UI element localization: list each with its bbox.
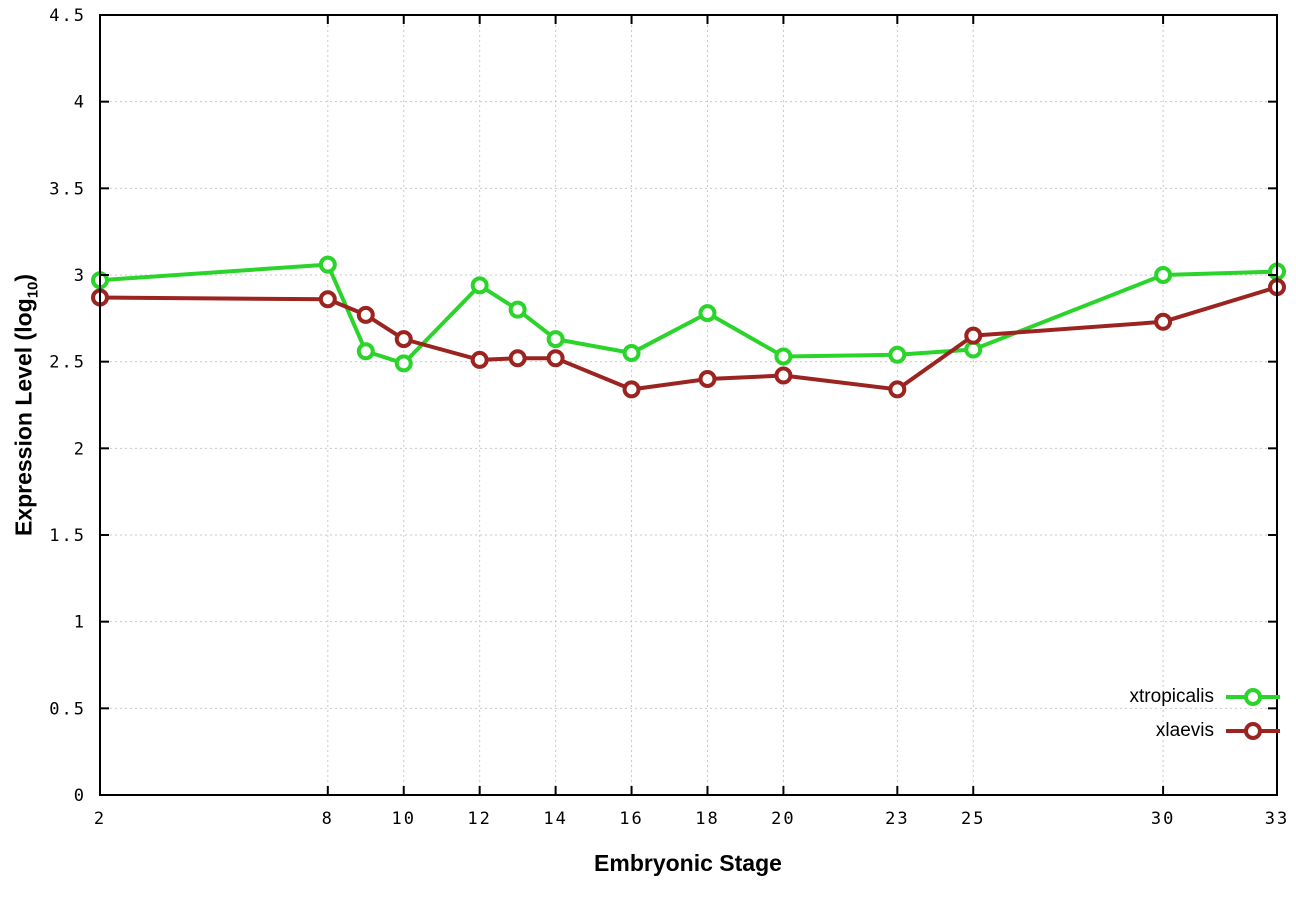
- x-tick-label: 2: [94, 809, 106, 829]
- data-marker-xtropicalis: [774, 347, 793, 366]
- data-marker-xlaevis: [356, 305, 375, 324]
- legend-item-xtropicalis: xtropicalis: [1130, 684, 1282, 710]
- data-marker-xlaevis: [1154, 312, 1173, 331]
- x-tick-label: 10: [391, 809, 415, 829]
- data-marker-xtropicalis: [546, 330, 565, 349]
- data-marker-xtropicalis: [318, 255, 337, 274]
- legend-label-xlaevis: xlaevis: [1155, 720, 1214, 741]
- data-marker-xtropicalis: [508, 300, 527, 319]
- data-marker-xlaevis: [394, 330, 413, 349]
- data-marker-xtropicalis: [470, 276, 489, 295]
- data-marker-xlaevis: [546, 349, 565, 368]
- legend-swatch-xlaevis: [1226, 722, 1280, 740]
- series-line-xtropicalis: [99, 262, 1278, 366]
- data-marker-xtropicalis: [1154, 266, 1173, 284]
- y-tick-label: 1.5: [49, 526, 86, 546]
- data-marker-xlaevis: [964, 326, 983, 345]
- y-tick-label: 2: [74, 439, 86, 459]
- y-axis-title-subscript: 10: [24, 281, 42, 299]
- y-tick-label: 1: [74, 613, 86, 633]
- legend-item-xlaevis: xlaevis: [1130, 718, 1282, 744]
- y-tick-label: 3: [74, 266, 86, 286]
- data-marker-xtropicalis: [888, 345, 907, 364]
- data-marker-xlaevis: [698, 370, 717, 388]
- x-tick-label: 12: [467, 809, 491, 829]
- data-marker-xlaevis: [622, 380, 641, 399]
- y-tick-label: 0.5: [49, 699, 86, 719]
- x-tick-label: 23: [885, 809, 909, 829]
- data-marker-xlaevis: [508, 349, 527, 368]
- x-axis-title: Embryonic Stage: [594, 850, 782, 876]
- y-axis-title: Expression Level (log10): [11, 274, 42, 536]
- data-marker-xtropicalis: [698, 304, 717, 323]
- data-marker-xtropicalis: [622, 344, 641, 362]
- x-tick-label: 25: [961, 809, 985, 829]
- legend-marker-xtropicalis: [1244, 688, 1262, 706]
- y-tick-label: 3.5: [49, 179, 86, 199]
- series-line-xlaevis: [99, 285, 1278, 392]
- plot-border: [99, 14, 1278, 796]
- x-tick-label: 20: [771, 809, 795, 829]
- data-marker-xlaevis: [470, 350, 489, 369]
- data-marker-xtropicalis: [394, 354, 413, 373]
- legend-swatch-xtropicalis: [1226, 688, 1280, 706]
- legend-marker-xlaevis: [1244, 722, 1262, 740]
- y-axis-title-text: Expression Level (log: [10, 298, 37, 537]
- y-tick-label: 2.5: [49, 353, 86, 373]
- y-tick-label: 4: [74, 93, 86, 113]
- x-tick-label: 8: [322, 809, 334, 829]
- data-marker-xlaevis: [318, 290, 337, 309]
- x-tick-label: 30: [1151, 809, 1175, 829]
- x-tick-label: 18: [695, 809, 719, 829]
- data-marker-xlaevis: [888, 380, 907, 399]
- y-tick-label: 4.5: [49, 6, 86, 26]
- y-axis-title-suffix: ): [10, 273, 37, 282]
- data-marker-xtropicalis: [356, 342, 375, 361]
- data-marker-xlaevis: [774, 366, 793, 385]
- legend: xtropicalis xlaevis: [1130, 684, 1282, 744]
- y-tick-label: 0: [74, 786, 86, 806]
- x-tick-label: 14: [543, 809, 567, 829]
- legend-label-xtropicalis: xtropicalis: [1129, 686, 1214, 707]
- x-tick-label: 16: [619, 809, 643, 829]
- x-tick-label: 33: [1265, 809, 1289, 829]
